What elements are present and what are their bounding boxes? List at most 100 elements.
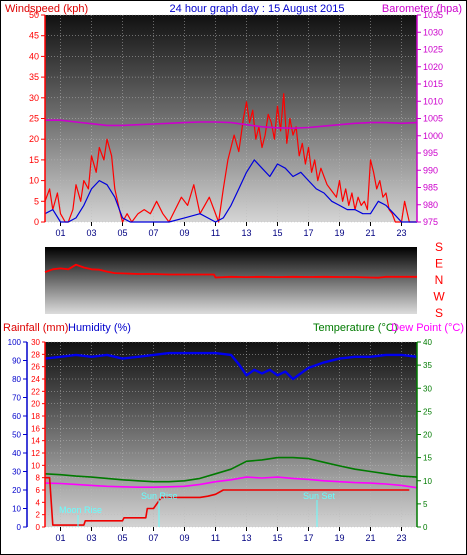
barometer-y-tick-label: 1030	[423, 27, 443, 37]
humidity-line	[44, 351, 418, 381]
temperature-x-tick-label: 11	[211, 533, 220, 543]
barometer-y-ticks: 975 980 985 990 995 1000 1005 1010 1015 1020 1025 1…	[417, 10, 443, 227]
temperature-x-tick-label: 19	[334, 533, 344, 543]
wind-x-tick-label: 21	[365, 228, 375, 238]
sunset-marker: Sun Set	[303, 491, 336, 527]
temperature-x-tick-label: 17	[303, 533, 313, 543]
rainfall-y-tick-label: 28	[31, 350, 40, 359]
wind-x-tick-label: 23	[396, 228, 406, 238]
barometer-y-tick-label: 1010	[423, 96, 443, 106]
wind-y-tick-label: 40	[29, 51, 39, 61]
temperature-y-tick-label: 40	[423, 338, 432, 347]
moonrise-marker: Moon Rise	[59, 505, 102, 527]
rainfall-y-tick-label: 18	[31, 412, 40, 421]
wind-x-tick-label: 07	[148, 228, 158, 238]
wind-x-tick-label: 19	[334, 228, 344, 238]
temperature-y-ticks: 0 5 10 15 20 25 30 35 40	[417, 338, 432, 532]
barometer-y-tick-label: 1000	[423, 131, 443, 141]
wind-x-tick-label: 01	[55, 228, 65, 238]
temperature-x-tick-label: 07	[148, 533, 158, 543]
direction-label: N	[435, 273, 444, 287]
rainfall-y-tick-label: 22	[31, 387, 40, 396]
rainfall-axis-label: Rainfall (mm)	[3, 322, 68, 334]
humidity-y-tick-label: 100	[8, 338, 22, 347]
wind-series	[44, 93, 418, 223]
rainfall-y-tick-label: 20	[31, 400, 40, 409]
wind-y-tick-label: 0	[34, 217, 39, 227]
dewpoint-line	[44, 476, 418, 489]
windspeed-axis-label: Windspeed (kph)	[5, 3, 88, 15]
wind-x-tick-label: 03	[86, 228, 96, 238]
sunset-label: Sun Set	[303, 491, 336, 501]
rainfall-y-tick-label: 0	[36, 523, 41, 532]
barometer-y-tick-label: 1025	[423, 45, 443, 55]
rainfall-y-tick-label: 30	[31, 338, 40, 347]
temperature-series	[44, 351, 418, 526]
temperature-y-tick-label: 0	[423, 523, 428, 532]
temperature-x-tick-label: 03	[86, 533, 96, 543]
wind-x-tick-label: 09	[179, 228, 189, 238]
barometer-y-tick-label: 985	[423, 183, 438, 193]
temperature-x-tick-label: 01	[55, 533, 65, 543]
wind-x-tick-label: 17	[303, 228, 313, 238]
temperature-x-ticks: 01 03 05 07 09 11 13 15 17 19 21 23	[55, 527, 407, 543]
temperature-x-tick-label: 15	[272, 533, 282, 543]
barometer-line	[45, 119, 418, 129]
rainfall-y-tick-label: 26	[31, 363, 40, 372]
moonrise-label: Moon Rise	[59, 505, 102, 515]
windspeed-line	[44, 93, 417, 223]
wind-y-tick-label: 35	[29, 72, 39, 82]
direction-plot-area	[45, 247, 417, 314]
barometer-y-tick-label: 1035	[423, 10, 443, 20]
wind-y-tick-label: 30	[29, 93, 39, 103]
rainfall-y-tick-label: 2	[36, 511, 41, 520]
temperature-y-tick-label: 25	[423, 407, 432, 416]
rainfall-y-tick-label: 4	[36, 498, 41, 507]
humidity-y-tick-label: 90	[12, 357, 21, 366]
rainfall-y-tick-label: 12	[31, 449, 40, 458]
chart-title: 24 hour graph day : 15 August 2015	[170, 3, 345, 15]
wind-y-tick-label: 10	[29, 176, 39, 186]
temperature-y-tick-label: 10	[423, 477, 432, 486]
barometer-y-tick-label: 995	[423, 148, 438, 158]
humidity-y-tick-label: 50	[12, 431, 21, 440]
barometer-axis-label: Barometer (hpa)	[382, 3, 462, 15]
barometer-y-tick-label: 975	[423, 217, 438, 227]
wind-grid	[45, 14, 417, 223]
temperature-x-tick-label: 05	[117, 533, 127, 543]
wind-x-tick-label: 05	[117, 228, 127, 238]
wind-direction-line	[44, 263, 417, 279]
direction-label: W	[433, 290, 445, 304]
humidity-y-tick-label: 70	[12, 394, 21, 403]
sunrise-marker: Sun Rise	[141, 491, 178, 527]
wind-x-tick-label: 13	[241, 228, 251, 238]
rainfall-y-tick-label: 10	[31, 461, 40, 470]
average-wind-line	[44, 159, 417, 223]
wind-y-tick-label: 5	[34, 196, 39, 206]
direction-label: S	[435, 306, 443, 320]
temperature-x-tick-label: 21	[365, 533, 375, 543]
temperature-y-tick-label: 20	[423, 431, 432, 440]
wind-x-ticks: 01 03 05 07 09 11 13 15 17 19 21 23	[55, 222, 407, 238]
rainfall-y-tick-label: 24	[31, 375, 40, 384]
barometer-y-tick-label: 1005	[423, 114, 443, 124]
humidity-y-tick-label: 0	[17, 523, 22, 532]
direction-label: S	[435, 240, 443, 254]
barometer-y-tick-label: 1015	[423, 79, 443, 89]
sunrise-label: Sun Rise	[141, 491, 178, 501]
wind-x-tick-label: 11	[211, 228, 220, 238]
temperature-line	[44, 456, 418, 483]
temperature-x-tick-label: 23	[396, 533, 406, 543]
rainfall-y-tick-label: 8	[36, 474, 41, 483]
wind-y-ticks: 0 5 10 15 20 25 30 35 40 45 50	[29, 10, 45, 227]
rainfall-y-tick-label: 14	[31, 437, 40, 446]
barometer-y-tick-label: 990	[423, 165, 438, 175]
barometer-y-tick-label: 980	[423, 200, 438, 210]
humidity-axis-label: Humidity (%)	[68, 322, 131, 334]
temperature-y-tick-label: 15	[423, 454, 432, 463]
humidity-y-tick-label: 20	[12, 486, 21, 495]
